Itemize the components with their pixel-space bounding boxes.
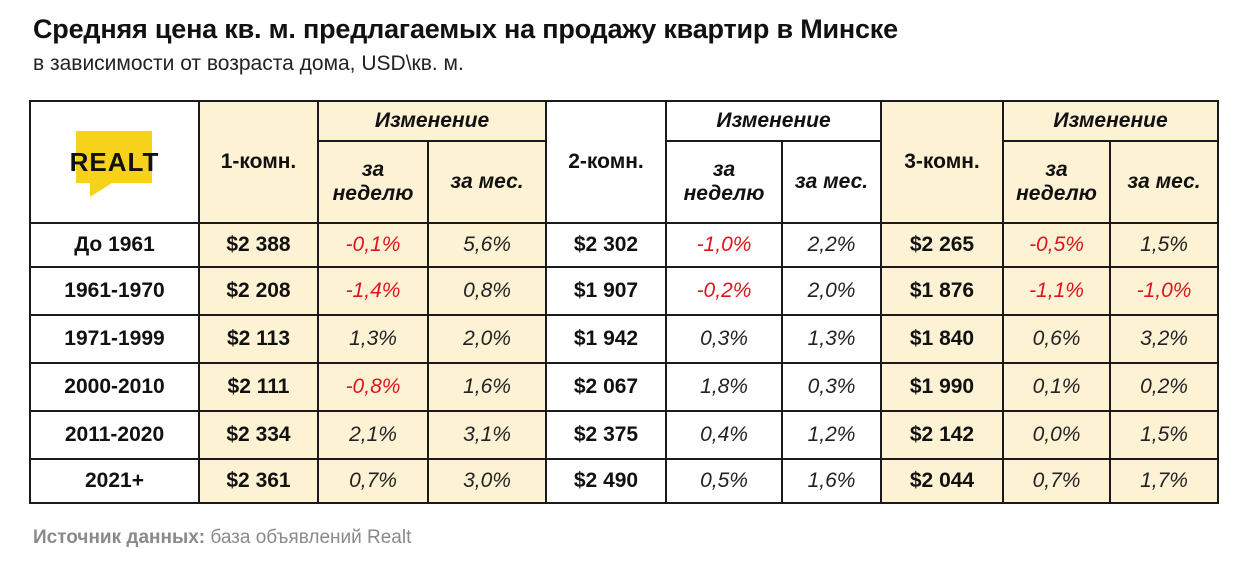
month-change-cell: 1,5%	[1109, 410, 1219, 460]
week-change-cell: 1,8%	[665, 362, 783, 412]
week-change-cell: -1,4%	[317, 266, 429, 316]
price-cell: $2 490	[545, 458, 667, 504]
col-header-change-3: Изменение	[1002, 100, 1219, 142]
chart-title: Средняя цена кв. м. предлагаемых на прод…	[33, 14, 898, 44]
logo-text: REALT	[69, 147, 160, 177]
col-header-week-3: за неделю	[1002, 140, 1111, 224]
price-cell: $2 067	[545, 362, 667, 412]
col-header-change-2: Изменение	[665, 100, 882, 142]
source-note: Источник данных: база объявлений Realt	[33, 527, 411, 549]
week-change-cell: 1,3%	[317, 314, 429, 364]
month-change-cell: 1,6%	[427, 362, 547, 412]
price-cell: $2 044	[880, 458, 1004, 504]
source-label: Источник данных:	[33, 527, 206, 548]
table-row: До 1961 $2 388 -0,1% 5,6% $2 302 -1,0% 2,2% $2 …	[29, 222, 1219, 268]
col-header-week-1: за неделю	[317, 140, 429, 224]
week-change-cell: 0,6%	[1002, 314, 1111, 364]
row-label-period: 2011-2020	[29, 410, 200, 460]
week-change-cell: 0,4%	[665, 410, 783, 460]
week-change-cell: -0,1%	[317, 222, 429, 268]
month-change-cell: 1,5%	[1109, 222, 1219, 268]
month-change-cell: 5,6%	[427, 222, 547, 268]
table-row: 2021+ $2 361 0,7% 3,0% $2 490 0,5% 1,6% $2 044 0…	[29, 458, 1219, 504]
realt-logo-icon: REALT	[50, 127, 180, 197]
week-label: за неделю	[683, 158, 765, 205]
month-change-cell: -1,0%	[1109, 266, 1219, 316]
month-change-cell: 0,3%	[781, 362, 882, 412]
month-change-cell: 1,3%	[781, 314, 882, 364]
month-change-cell: 2,2%	[781, 222, 882, 268]
week-change-cell: 2,1%	[317, 410, 429, 460]
week-change-cell: 0,3%	[665, 314, 783, 364]
week-change-cell: -1,0%	[665, 222, 783, 268]
col-header-change-1: Изменение	[317, 100, 547, 142]
price-cell: $2 334	[198, 410, 319, 460]
table-row: 2000-2010 $2 111 -0,8% 1,6% $2 067 1,8% 0,3% $1…	[29, 362, 1219, 412]
week-change-cell: 0,0%	[1002, 410, 1111, 460]
month-change-cell: 0,2%	[1109, 362, 1219, 412]
col-header-2-room: 2-комн.	[545, 100, 667, 224]
price-cell: $2 113	[198, 314, 319, 364]
month-change-cell: 1,6%	[781, 458, 882, 504]
week-change-cell: 0,1%	[1002, 362, 1111, 412]
price-cell: $2 265	[880, 222, 1004, 268]
month-change-cell: 0,8%	[427, 266, 547, 316]
row-label-period: 1961-1970	[29, 266, 200, 316]
row-label-period: 1971-1999	[29, 314, 200, 364]
price-cell: $1 840	[880, 314, 1004, 364]
chart-subtitle: в зависимости от возраста дома, USD\кв. …	[33, 52, 464, 75]
month-change-cell: 3,1%	[427, 410, 547, 460]
col-header-month-3: за мес.	[1109, 140, 1219, 224]
source-text: база объявлений Realt	[205, 527, 412, 548]
month-change-cell: 1,2%	[781, 410, 882, 460]
logo-cell: REALT	[29, 100, 200, 224]
week-change-cell: -0,5%	[1002, 222, 1111, 268]
week-label: за неделю	[332, 158, 414, 205]
price-cell: $1 942	[545, 314, 667, 364]
row-label-period: До 1961	[29, 222, 200, 268]
price-cell: $1 907	[545, 266, 667, 316]
week-change-cell: 0,7%	[1002, 458, 1111, 504]
week-label: за неделю	[1016, 158, 1097, 205]
price-cell: $2 388	[198, 222, 319, 268]
col-header-week-2: за неделю	[665, 140, 783, 224]
price-cell: $2 361	[198, 458, 319, 504]
row-label-period: 2021+	[29, 458, 200, 504]
price-cell: $2 111	[198, 362, 319, 412]
price-cell: $1 876	[880, 266, 1004, 316]
table-row: 2011-2020 $2 334 2,1% 3,1% $2 375 0,4% 1,2% $2 …	[29, 410, 1219, 460]
week-change-cell: 0,7%	[317, 458, 429, 504]
month-change-cell: 2,0%	[781, 266, 882, 316]
col-header-3-room: 3-комн.	[880, 100, 1004, 224]
week-change-cell: -1,1%	[1002, 266, 1111, 316]
col-header-1-room: 1-комн.	[198, 100, 319, 224]
month-change-cell: 2,0%	[427, 314, 547, 364]
price-cell: $2 302	[545, 222, 667, 268]
price-table: REALT 1-комн. Изменение 2-комн. Изменени…	[29, 100, 1219, 504]
price-cell: $2 142	[880, 410, 1004, 460]
price-cell: $2 208	[198, 266, 319, 316]
header-row-bottom: за неделю за мес. за неделю за мес. за н…	[30, 140, 1219, 224]
table-row: 1971-1999 $2 113 1,3% 2,0% $1 942 0,3% 1,3% $1 …	[29, 314, 1219, 364]
col-header-month-1: за мес.	[427, 140, 547, 224]
week-change-cell: -0,2%	[665, 266, 783, 316]
month-change-cell: 3,0%	[427, 458, 547, 504]
week-change-cell: -0,8%	[317, 362, 429, 412]
row-label-period: 2000-2010	[29, 362, 200, 412]
header-row-top: REALT 1-комн. Изменение 2-комн. Изменени…	[29, 100, 1219, 224]
price-cell: $2 375	[545, 410, 667, 460]
table-row: 1961-1970 $2 208 -1,4% 0,8% $1 907 -0,2% 2,0% $…	[29, 266, 1219, 316]
month-change-cell: 3,2%	[1109, 314, 1219, 364]
col-header-month-2: за мес.	[781, 140, 882, 224]
price-cell: $1 990	[880, 362, 1004, 412]
week-change-cell: 0,5%	[665, 458, 783, 504]
month-change-cell: 1,7%	[1109, 458, 1219, 504]
